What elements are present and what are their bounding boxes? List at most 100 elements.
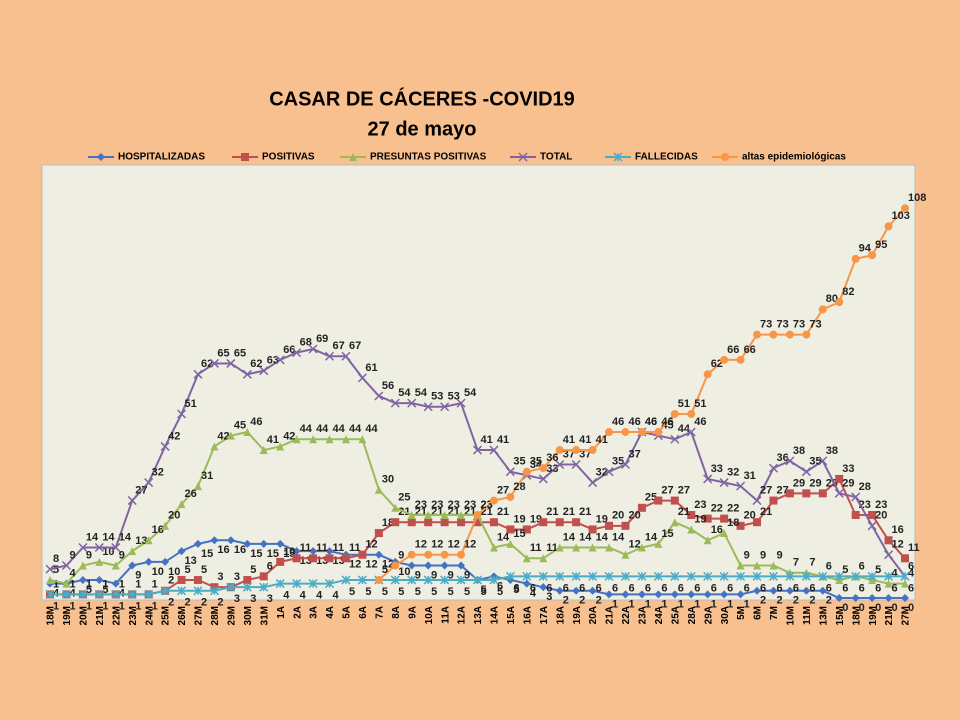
data-label: 6 — [678, 582, 684, 594]
marker — [407, 561, 416, 570]
marker — [901, 594, 909, 602]
data-label: 45 — [661, 420, 673, 432]
data-label: 19 — [596, 513, 608, 525]
data-label: 73 — [809, 318, 821, 330]
marker — [539, 554, 548, 563]
marker — [637, 428, 646, 437]
data-label: 5 — [415, 586, 421, 598]
data-label: 36 — [546, 452, 558, 464]
data-label: 11 — [546, 542, 558, 554]
marker — [801, 467, 811, 477]
marker — [349, 153, 357, 161]
x-tick-label: 19M — [868, 606, 879, 625]
data-label: 1 — [119, 578, 125, 590]
marker — [473, 518, 482, 527]
x-tick-label: 24M — [144, 606, 155, 625]
marker — [424, 518, 433, 527]
data-label: 9 — [744, 549, 750, 561]
x-tick-label: 18M — [46, 606, 57, 625]
data-label: 1 — [135, 600, 141, 612]
marker — [901, 204, 909, 213]
marker — [144, 536, 153, 545]
marker — [242, 369, 252, 379]
data-label: 1 — [612, 598, 618, 610]
data-label: 26 — [185, 488, 197, 500]
marker — [834, 488, 844, 498]
data-label: 0 — [842, 602, 848, 614]
marker — [588, 543, 597, 552]
marker — [275, 579, 285, 589]
data-label: 8 — [53, 553, 59, 565]
data-label: 6 — [645, 582, 651, 594]
marker — [144, 478, 154, 488]
marker — [127, 589, 137, 599]
marker — [489, 445, 499, 455]
data-label: 41 — [267, 434, 279, 446]
data-label: 9 — [135, 569, 141, 581]
marker — [177, 409, 187, 419]
x-tick-label: 6A — [358, 606, 369, 619]
x-tick-label: 7M — [769, 606, 780, 620]
marker — [588, 586, 597, 595]
marker — [555, 586, 564, 595]
marker — [637, 543, 646, 552]
marker — [884, 536, 893, 545]
marker — [818, 571, 828, 581]
marker — [506, 525, 515, 534]
data-label: 9 — [398, 549, 404, 561]
marker — [111, 561, 120, 570]
x-tick-label: 18A — [555, 606, 566, 624]
data-label: 19 — [513, 513, 525, 525]
data-label: 1 — [694, 598, 700, 610]
data-label: 5 — [448, 586, 454, 598]
data-label: 2 — [596, 595, 602, 607]
data-label: 12 — [431, 539, 443, 551]
data-label: 46 — [645, 416, 657, 428]
marker — [193, 369, 203, 379]
marker — [226, 358, 236, 368]
marker — [78, 542, 88, 553]
data-label: 25 — [398, 492, 410, 504]
data-label: 1 — [152, 600, 158, 612]
data-label: 21 — [760, 506, 772, 518]
data-label: 5 — [201, 564, 207, 576]
marker — [324, 579, 335, 589]
x-tick-label: 26M — [177, 606, 188, 625]
marker — [884, 222, 893, 231]
marker — [522, 525, 531, 534]
data-label: 20 — [612, 510, 624, 522]
data-label: 9 — [431, 569, 437, 581]
data-label: 3 — [217, 571, 223, 583]
marker — [423, 575, 433, 585]
marker — [226, 536, 235, 545]
marker — [785, 489, 794, 498]
data-label: 5 — [842, 564, 848, 576]
data-label: 21 — [497, 506, 509, 518]
data-label: 21 — [579, 506, 591, 518]
marker — [128, 547, 137, 556]
data-label: 30 — [382, 474, 394, 486]
data-label: 35 — [612, 456, 624, 468]
data-label: 95 — [875, 239, 887, 251]
data-label: 12 — [365, 539, 377, 551]
marker — [588, 525, 597, 534]
marker — [588, 446, 597, 455]
data-label: 9 — [448, 569, 454, 581]
data-label: 27 — [760, 484, 772, 496]
x-tick-label: 29M — [227, 606, 238, 625]
data-label: 12 — [464, 539, 476, 551]
data-label: 67 — [349, 340, 361, 352]
data-label: 6 — [513, 582, 519, 594]
data-label: 37 — [563, 448, 575, 460]
marker — [588, 478, 598, 488]
marker — [900, 571, 910, 581]
x-tick-label: 8A — [391, 606, 402, 619]
marker — [292, 579, 302, 589]
marker — [209, 586, 219, 596]
marker — [78, 575, 87, 584]
data-label: 1 — [53, 578, 59, 590]
data-label: 2 — [579, 595, 585, 607]
data-label: 22 — [727, 503, 739, 515]
marker — [177, 586, 187, 596]
